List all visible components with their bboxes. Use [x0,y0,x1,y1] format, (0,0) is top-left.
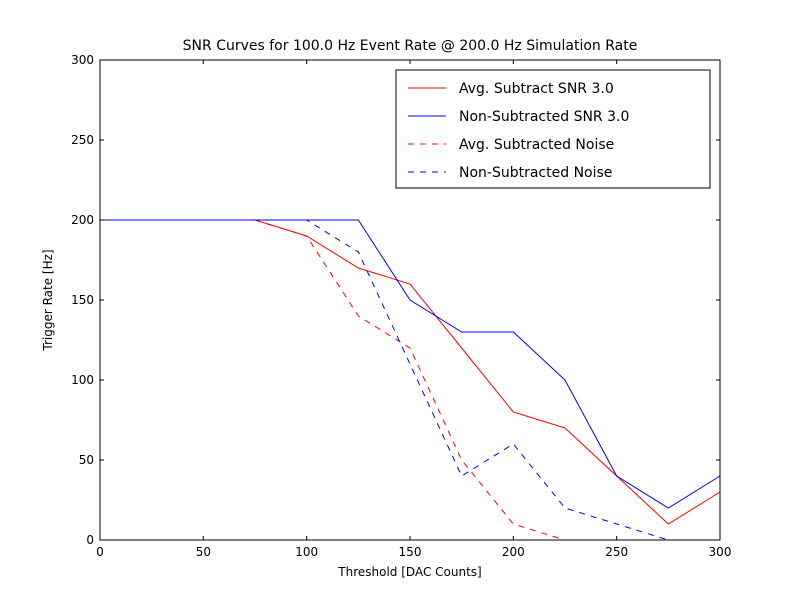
legend-label-1: Avg. Subtract SNR 3.0 [459,81,614,97]
y-tick-label: 150 [71,293,94,307]
x-tick-label: 250 [605,545,628,559]
legend-label-4: Non-Subtracted Noise [459,165,612,181]
series-line-1 [100,219,721,525]
y-tick-label: 50 [79,453,94,467]
x-tick-label: 300 [709,545,732,559]
y-tick-label: 0 [86,533,94,547]
ticks-layer: 0 50 100 150 200 250 300 0 50 100 150 200 250 300 [71,53,731,559]
legend-label-2: Non-Subtracted SNR 3.0 [459,109,629,125]
x-tick-label: 0 [96,545,104,559]
series-line-4 [100,219,720,541]
chart-title: SNR Curves for 100.0 Hz Event Rate @ 200… [183,38,638,54]
series-layer [100,219,721,541]
legend: Avg. Subtract SNR 3.0 Non-Subtracted SNR … [395,69,711,189]
x-tick-label: 100 [295,545,318,559]
x-tick-label: 50 [196,545,211,559]
y-tick-label: 250 [71,133,94,147]
series-line-3 [100,219,720,541]
legend-label-3: Avg. Subtracted Noise [459,137,614,153]
series-line-2 [100,219,721,509]
x-axis-label: Threshold [DAC Counts] [337,565,481,579]
y-tick-label: 100 [71,373,94,387]
y-tick-label: 200 [71,213,94,227]
x-tick-label: 200 [502,545,525,559]
y-axis-label: Trigger Rate [Hz] [41,249,55,351]
legend-box [395,69,711,189]
y-tick-label: 300 [71,53,94,67]
x-tick-label: 150 [399,545,422,559]
